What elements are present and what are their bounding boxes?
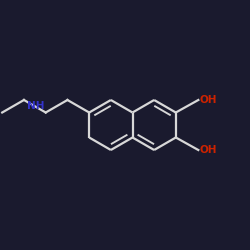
Text: OH: OH [200, 145, 217, 155]
Text: NH: NH [27, 101, 44, 111]
Text: OH: OH [200, 95, 217, 105]
